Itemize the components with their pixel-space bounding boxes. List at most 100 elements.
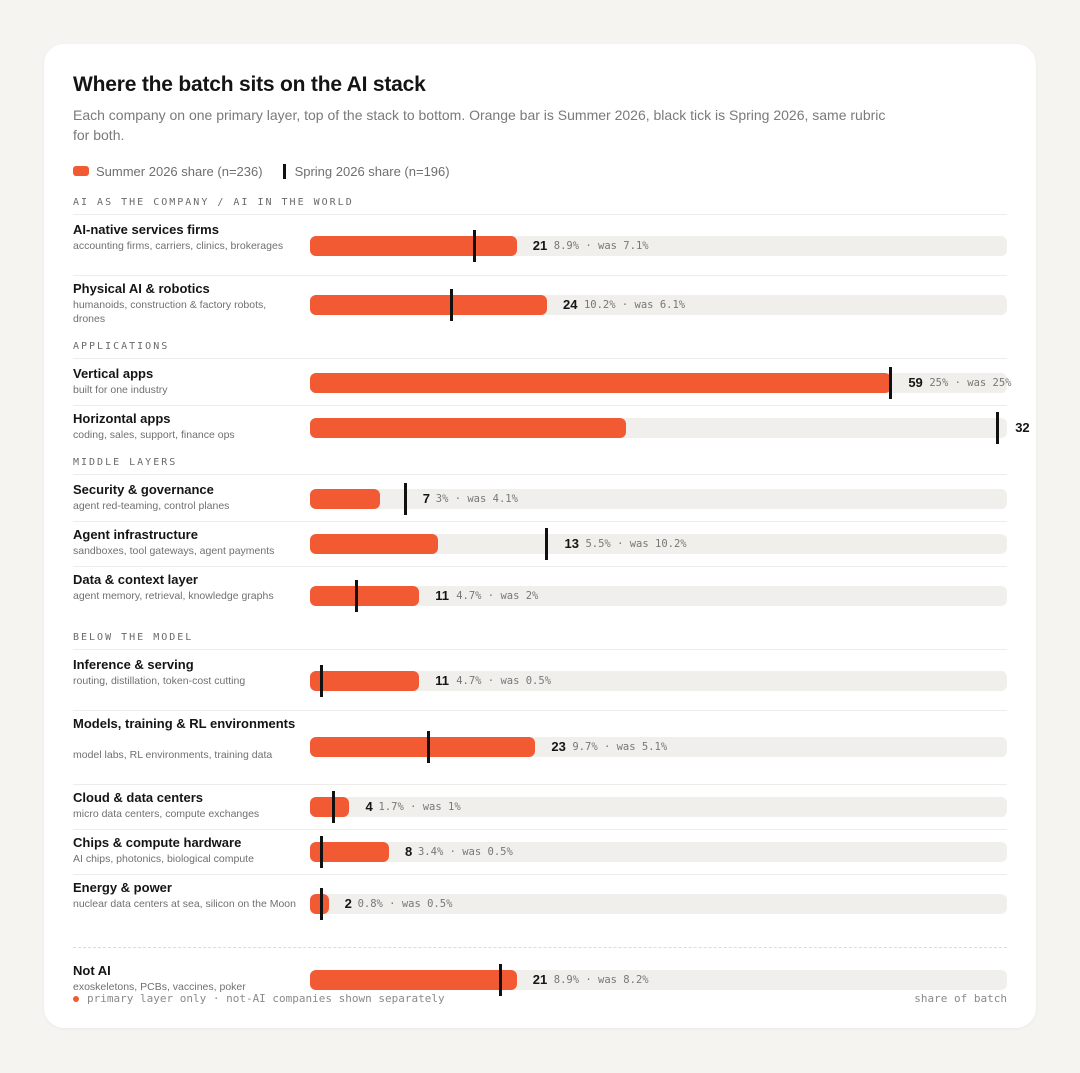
summer-share-bar [310, 417, 626, 438]
spring-share-tick [889, 366, 893, 399]
share-value-label: 1.7% · was 1% [378, 800, 461, 813]
section-rule [73, 474, 1007, 475]
share-value-label: 4.7% · was 0.5% [456, 674, 552, 687]
summer-share-bar [310, 670, 420, 691]
bar-track [310, 488, 1007, 509]
summer-share-bar [310, 372, 891, 393]
share-value-label: 25% · was 25% [929, 376, 1012, 389]
section-rule [73, 649, 1007, 650]
bar-track [310, 670, 1007, 691]
row-description: accounting firms, carriers, clinics, bro… [73, 240, 284, 252]
share-value-label: 9.7% · was 5.1% [572, 741, 668, 753]
share-value-label: 4.7% · was 2% [456, 589, 539, 602]
separator-dashed [73, 947, 1007, 948]
chart-card: Where the batch sits on the AI stack Eac… [44, 44, 1036, 1028]
spring-share-tick [331, 790, 335, 823]
summer-share-bar [310, 737, 536, 757]
legend-summer-label: Summer 2026 share (n=236) [96, 163, 263, 179]
row-name: Data & context layer [73, 572, 198, 587]
spring-share-tick [996, 411, 1000, 444]
legend-bar-swatch [73, 166, 89, 176]
legend-spring-label: Spring 2026 share (n=196) [294, 163, 450, 179]
summer-share-bar [310, 796, 350, 817]
footer-axis-note: share of batch [914, 992, 1007, 1005]
company-count-label: 11 [435, 672, 449, 688]
share-value-label: 0.8% · was 0.5% [357, 897, 453, 910]
spring-share-tick [426, 731, 430, 763]
row-name: Chips & compute hardware [73, 835, 242, 850]
spring-share-tick [354, 579, 358, 612]
summer-share-bar [310, 585, 420, 606]
row-description: nuclear data centers at sea, silicon on … [73, 898, 296, 910]
row-description: agent red-teaming, control planes [73, 500, 230, 512]
company-count-label: 24 [562, 296, 578, 312]
company-count-label: 59 [908, 374, 923, 390]
spring-share-tick [403, 482, 407, 515]
company-count-label: 7 [422, 490, 430, 506]
spring-share-tick [545, 527, 549, 560]
footer-dot-icon [73, 995, 79, 1002]
row-rule [73, 405, 1007, 406]
summer-share-bar [310, 533, 438, 554]
share-value-label: 3% · was 4.1% [435, 492, 518, 505]
row-description: agent memory, retrieval, knowledge graph… [73, 590, 274, 602]
row-name: Not AI [73, 963, 111, 978]
company-count-label: 2 [344, 895, 352, 911]
bar-track [310, 533, 1007, 554]
spring-share-tick [473, 229, 477, 262]
summer-share-bar [310, 969, 517, 990]
row-name: Horizontal apps [73, 411, 171, 426]
row-rule [73, 710, 1007, 711]
row-description: sandboxes, tool gateways, agent payments [73, 545, 275, 557]
section-rule [73, 214, 1007, 215]
company-count-label: 4 [365, 798, 373, 814]
summer-share-bar [310, 488, 380, 509]
section-label: BELOW THE MODEL [73, 632, 194, 643]
row-description: built for one industry [73, 384, 168, 396]
company-count-label: 21 [532, 237, 548, 253]
legend: Summer 2026 share (n=236) Spring 2026 sh… [73, 162, 450, 180]
summer-share-bar [310, 294, 547, 315]
bar-track [310, 585, 1007, 606]
share-value-label: 5.5% · was 10.2% [585, 537, 687, 550]
row-name: Cloud & data centers [73, 790, 204, 805]
row-description: AI chips, photonics, biological compute [73, 853, 254, 865]
row-name: Vertical apps [73, 366, 154, 381]
company-count-label: 8 [404, 843, 413, 859]
row-description: model labs, RL environments, training da… [73, 749, 273, 761]
spring-share-tick [499, 963, 502, 996]
bar-track [310, 893, 1007, 914]
row-name: Inference & serving [73, 657, 194, 672]
company-count-label: 13 [564, 535, 579, 551]
row-rule [73, 275, 1007, 276]
company-count-label: 23 [551, 739, 566, 754]
row-description: exoskeletons, PCBs, vaccines, poker [73, 981, 246, 993]
spring-share-tick [320, 835, 324, 868]
footer-note: primary layer only · not-AI companies sh… [73, 992, 445, 1005]
company-count-label: 32 [1015, 419, 1030, 435]
summer-share-bar [310, 841, 389, 862]
summer-share-bar [310, 893, 329, 914]
company-count-label: 21 [532, 971, 548, 987]
row-rule [73, 874, 1007, 875]
share-value-label: 3.4% · was 0.5% [417, 845, 513, 858]
spring-share-tick [320, 664, 324, 697]
stack-bar-chart: AI AS THE COMPANY / AI IN THE WORLD AI-na… [73, 194, 1030, 996]
legend-tick-swatch [282, 163, 286, 179]
row-name: Physical AI & robotics [73, 281, 210, 296]
chart-title: Where the batch sits on the AI stack [73, 73, 426, 96]
bar-track [310, 841, 1007, 862]
row-description: humanoids, construction & factory robots… [73, 299, 267, 325]
share-value-label: 10.2% · was 6.1% [583, 298, 686, 311]
section-label: AI AS THE COMPANY / AI IN THE WORLD [73, 197, 354, 208]
row-description: routing, distillation, token-cost cuttin… [73, 675, 246, 687]
row-name: AI-native services firms [73, 222, 219, 237]
row-name: Agent infrastructure [73, 527, 198, 542]
share-value-label: 8.9% · was 7.1% [553, 239, 649, 252]
row-rule [73, 521, 1007, 522]
chart-subtitle: Each company on one primary layer, top o… [73, 107, 886, 143]
section-label: MIDDLE LAYERS [73, 457, 178, 468]
row-rule [73, 566, 1007, 567]
summer-share-bar [310, 235, 517, 256]
company-count-label: 11 [435, 587, 449, 603]
